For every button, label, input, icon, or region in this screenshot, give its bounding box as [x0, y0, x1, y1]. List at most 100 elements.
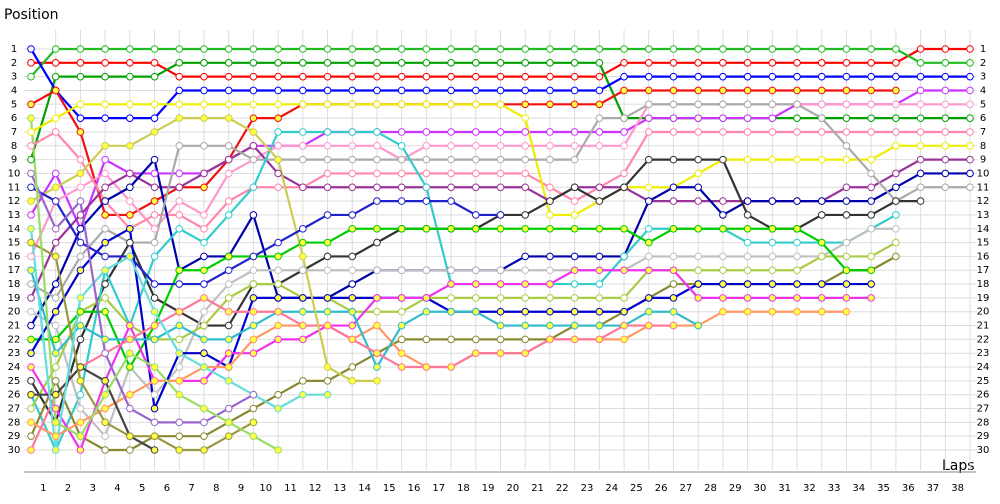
point-marker: [941, 183, 950, 192]
point-marker: [521, 114, 530, 122]
point-marker: [570, 280, 579, 288]
point-marker: [51, 169, 60, 178]
point-marker: [348, 45, 357, 53]
point-marker: [743, 86, 752, 95]
point-marker: [644, 197, 653, 205]
x-tick-label: 19: [482, 483, 495, 494]
point-marker: [496, 100, 505, 109]
point-marker: [941, 72, 950, 81]
y-tick-label-right: 6: [980, 113, 986, 124]
point-marker: [150, 155, 159, 164]
point-marker: [817, 280, 826, 288]
point-marker: [793, 114, 801, 122]
point-marker: [620, 224, 628, 233]
point-marker: [175, 266, 184, 275]
point-marker: [397, 266, 406, 275]
point-marker: [126, 45, 134, 53]
point-marker: [323, 363, 332, 371]
x-tick-label: 4: [114, 483, 120, 494]
point-marker: [966, 72, 974, 81]
point-marker: [150, 321, 159, 330]
point-marker: [175, 307, 184, 316]
point-marker: [422, 45, 431, 53]
point-marker: [249, 280, 258, 288]
point-marker: [175, 86, 184, 95]
point-marker: [793, 224, 801, 233]
x-tick-label: 29: [729, 483, 742, 494]
point-marker: [620, 169, 628, 178]
point-marker: [101, 183, 109, 192]
point-marker: [200, 363, 208, 371]
point-marker: [27, 100, 35, 109]
y-tick-label: 7: [11, 127, 17, 138]
point-marker: [323, 321, 332, 330]
point-marker: [274, 114, 282, 122]
point-marker: [669, 155, 678, 164]
point-marker: [793, 155, 801, 164]
series-line: [30, 186, 501, 286]
x-tick-label: 16: [408, 483, 421, 494]
point-marker: [126, 238, 134, 247]
point-marker: [27, 197, 35, 205]
point-marker: [669, 252, 678, 261]
point-marker: [348, 335, 357, 344]
point-marker: [323, 155, 332, 164]
point-marker: [793, 100, 801, 109]
point-marker: [817, 86, 826, 95]
point-marker: [249, 100, 258, 109]
point-marker: [496, 280, 505, 288]
point-marker: [299, 128, 307, 136]
y-tick-label-right: 29: [977, 431, 990, 442]
point-marker: [101, 100, 109, 109]
point-marker: [224, 307, 233, 316]
point-marker: [867, 45, 875, 53]
point-marker: [224, 321, 233, 330]
point-marker: [793, 72, 801, 81]
point-marker: [694, 294, 702, 302]
point-marker: [76, 377, 85, 385]
point-marker: [546, 59, 554, 67]
point-marker: [348, 72, 357, 81]
point-marker: [126, 169, 134, 178]
point-marker: [595, 128, 604, 136]
point-marker: [743, 72, 752, 81]
point-marker: [842, 294, 851, 302]
point-marker: [422, 183, 431, 192]
point-marker: [51, 377, 60, 385]
point-marker: [546, 86, 554, 95]
y-tick-label: 27: [8, 404, 21, 415]
point-marker: [743, 224, 752, 233]
point-marker: [817, 45, 826, 53]
point-marker: [249, 418, 258, 427]
point-marker: [224, 100, 233, 109]
point-marker: [447, 335, 455, 344]
point-marker: [126, 141, 134, 150]
point-marker: [595, 197, 604, 205]
x-tick-label: 22: [556, 483, 569, 494]
point-marker: [373, 59, 381, 67]
point-marker: [323, 100, 332, 109]
point-marker: [323, 307, 332, 316]
x-tick-label: 9: [238, 483, 244, 494]
point-marker: [546, 280, 554, 288]
point-marker: [299, 252, 307, 261]
point-marker: [793, 252, 801, 261]
point-marker: [842, 266, 851, 275]
point-marker: [224, 141, 233, 150]
point-marker: [397, 363, 406, 371]
point-marker: [323, 294, 332, 302]
series-line: [29, 269, 699, 369]
point-marker: [966, 114, 974, 122]
point-marker: [620, 252, 628, 261]
point-marker: [471, 335, 480, 344]
point-marker: [867, 280, 875, 288]
point-marker: [595, 72, 604, 81]
y-tick-label-right: 16: [977, 251, 990, 262]
point-marker: [348, 100, 357, 109]
point-marker: [299, 321, 307, 330]
point-marker: [274, 59, 282, 67]
y-tick-label-right: 28: [977, 417, 990, 428]
point-marker: [447, 45, 455, 53]
point-marker: [150, 404, 159, 413]
point-marker: [323, 72, 332, 81]
